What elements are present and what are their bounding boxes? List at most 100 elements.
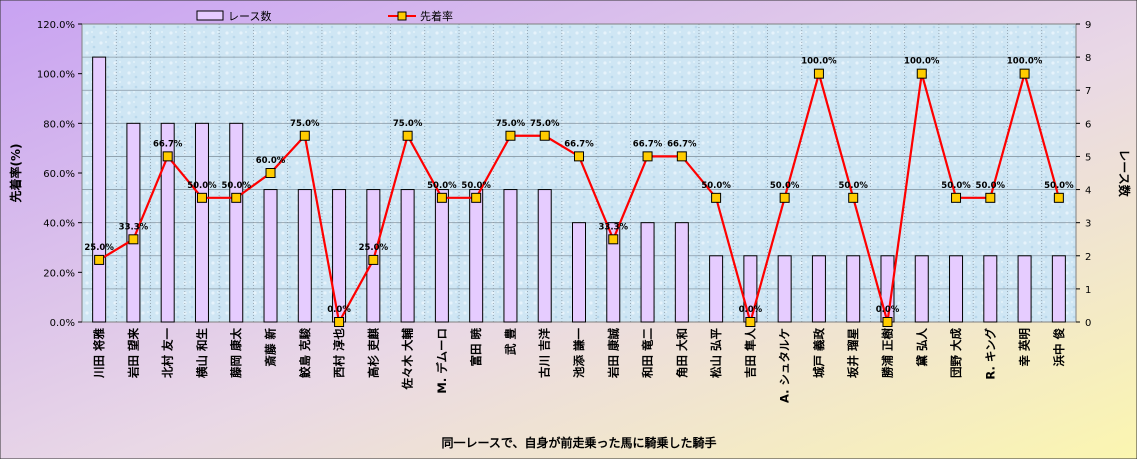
- x-tick-label: 北村 友一: [161, 328, 175, 379]
- data-label-rate: 75.0%: [530, 119, 560, 129]
- point-rate: [128, 234, 139, 245]
- bar-races: [263, 189, 278, 323]
- data-label-rate: 66.7%: [153, 139, 183, 149]
- data-label-rate: 60.0%: [256, 156, 286, 166]
- data-label-rate: 100.0%: [801, 57, 837, 67]
- data-label-rate: 66.7%: [633, 139, 663, 149]
- bar-races: [92, 56, 107, 323]
- y-tick-label-right: 7: [1085, 86, 1091, 97]
- data-label-rate: 50.0%: [941, 181, 971, 191]
- x-tick-label: M. デムーロ: [435, 328, 449, 394]
- y-tick-label-right: 5: [1085, 152, 1091, 163]
- y-tick-label-left: 0.0%: [50, 318, 75, 329]
- data-label-rate: 50.0%: [1044, 181, 1074, 191]
- point-rate: [231, 192, 242, 203]
- x-tick-label: R. キング: [983, 328, 997, 380]
- x-tick-label: 池添 謙一: [572, 328, 586, 379]
- y-tick-label-right: 1: [1085, 285, 1091, 296]
- bar-races: [811, 255, 826, 323]
- data-label-rate: 66.7%: [667, 139, 697, 149]
- x-tick-label: 横山 和生: [195, 328, 209, 379]
- x-axis-title: 同一レースで、自身が前走乗った馬に騎乗した騎手: [442, 435, 717, 450]
- data-label-rate: 75.0%: [290, 119, 320, 129]
- x-tick-label: 松山 弘平: [709, 328, 723, 379]
- x-tick-label: 藤岡 康太: [229, 328, 243, 379]
- point-rate: [334, 317, 345, 327]
- bar-races: [229, 122, 244, 323]
- bar-races: [709, 255, 724, 323]
- legend-label-races: レース数: [228, 10, 271, 23]
- point-rate: [1019, 68, 1030, 79]
- data-label-rate: 50.0%: [427, 181, 457, 191]
- x-tick-label: 城戸 義政: [812, 328, 826, 379]
- point-rate: [368, 254, 379, 265]
- y-tick-label-left: 80.0%: [43, 119, 75, 130]
- x-tick-label: 幸 英明: [1018, 328, 1032, 367]
- point-rate: [299, 130, 310, 141]
- x-tick-label: 富田 暁: [469, 328, 483, 367]
- point-rate: [985, 192, 996, 203]
- y-tick-label-left: 100.0%: [37, 70, 75, 81]
- x-tick-label: 坂井 瑠星: [846, 328, 860, 378]
- data-label-rate: 75.0%: [496, 119, 526, 129]
- x-tick-label: 浜中 俊: [1052, 328, 1066, 367]
- legend-label-rate: 先着率: [420, 9, 453, 23]
- point-rate: [1053, 192, 1064, 203]
- x-tick-label: 斎藤 新: [264, 328, 278, 367]
- y-tick-label-left: 20.0%: [43, 268, 75, 279]
- y-tick-label-left: 40.0%: [43, 219, 75, 230]
- bar-races: [606, 222, 621, 323]
- point-rate: [711, 192, 722, 203]
- data-label-rate: 66.7%: [564, 139, 594, 149]
- y-tick-label-left: 120.0%: [37, 20, 75, 31]
- point-rate: [676, 151, 687, 162]
- x-tick-label: 団野 大成: [949, 328, 963, 379]
- bar-races: [914, 255, 929, 323]
- data-label-rate: 0.0%: [327, 305, 351, 315]
- x-tick-label: 黛 弘人: [915, 328, 929, 368]
- y-tick-label-right: 9: [1085, 20, 1091, 31]
- x-tick-label: 岩田 望来: [126, 328, 140, 380]
- x-tick-label: A. シュタルケ: [778, 328, 792, 403]
- data-label-rate: 50.0%: [187, 181, 217, 191]
- point-rate: [813, 68, 824, 79]
- point-rate: [196, 192, 207, 203]
- point-rate: [951, 192, 962, 203]
- point-rate: [471, 192, 482, 203]
- x-tick-label: 古川 吉洋: [538, 328, 552, 379]
- bar-races: [297, 189, 312, 323]
- x-tick-label: 勝浦 正樹: [880, 328, 894, 379]
- data-label-rate: 0.0%: [876, 305, 900, 315]
- point-rate: [916, 68, 927, 79]
- data-label-rate: 50.0%: [976, 181, 1006, 191]
- y-tick-label-right: 8: [1085, 53, 1091, 64]
- bar-races: [434, 189, 449, 323]
- y-axis-right-title: レース数: [1117, 149, 1132, 197]
- y-tick-label-left: 60.0%: [43, 169, 75, 180]
- x-tick-label: 武 豊: [503, 328, 517, 356]
- data-label-rate: 50.0%: [461, 181, 491, 191]
- point-rate: [539, 130, 550, 141]
- bar-races: [983, 255, 998, 323]
- legend-bar-swatch: [196, 10, 224, 21]
- data-label-rate: 25.0%: [84, 243, 114, 253]
- y-tick-label-right: 3: [1085, 219, 1091, 230]
- x-tick-label: 西村 淳也: [332, 328, 346, 379]
- point-rate: [642, 151, 653, 162]
- data-label-rate: 100.0%: [904, 57, 940, 67]
- bar-races: [400, 189, 415, 323]
- bar-races: [194, 122, 209, 323]
- data-label-rate: 100.0%: [1007, 57, 1043, 67]
- x-tick-label: 吉田 隼人: [743, 328, 757, 379]
- bar-races: [846, 255, 861, 323]
- data-label-rate: 33.3%: [119, 222, 149, 232]
- bar-races: [537, 189, 552, 323]
- bar-races: [469, 189, 484, 323]
- data-label-rate: 50.0%: [770, 181, 800, 191]
- data-label-rate: 50.0%: [701, 181, 731, 191]
- x-tick-label: 佐々木 大輔: [401, 328, 415, 391]
- point-rate: [162, 151, 173, 162]
- data-label-rate: 75.0%: [393, 119, 423, 129]
- y-tick-label-right: 4: [1085, 186, 1091, 197]
